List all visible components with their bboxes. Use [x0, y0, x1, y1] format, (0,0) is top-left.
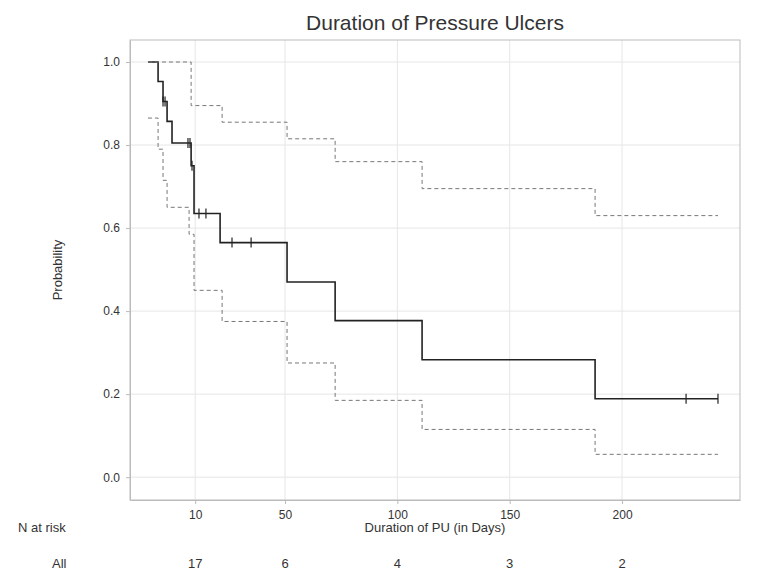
risk-table-group: All: [52, 556, 67, 571]
censor-mark: [205, 209, 206, 219]
y-grid-line: [130, 62, 740, 63]
plot-frame: [130, 40, 740, 500]
x-axis-line: [131, 500, 741, 501]
risk-table-title: N at risk: [18, 520, 66, 535]
x-grid-line: [195, 40, 196, 500]
x-tick-mark: [285, 500, 286, 504]
censor-mark: [164, 96, 165, 106]
y-grid-line: [130, 394, 740, 395]
censor-mark: [189, 138, 190, 148]
survival-line: [148, 62, 718, 399]
x-axis-title: Duration of PU (in Days): [365, 520, 506, 535]
plot-background: [130, 40, 740, 500]
censor-mark: [162, 96, 163, 106]
y-tick: 0.4: [103, 304, 130, 318]
y-tick-mark: [126, 145, 130, 146]
censor-mark: [187, 138, 188, 148]
censor-mark: [191, 161, 192, 171]
y-tick-mark: [126, 477, 130, 478]
x-axis: 10 50 100 150 200: [131, 500, 741, 522]
x-tick-mark: [397, 500, 398, 504]
x-tick-mark: [510, 500, 511, 504]
y-grid-line: [130, 477, 740, 478]
y-tick: 0.6: [103, 221, 130, 235]
y-tick: 0.2: [103, 387, 130, 401]
censor-mark: [231, 238, 232, 248]
risk-table: N at risk All 17 6 4 3 2: [18, 520, 626, 571]
censor-mark: [198, 209, 199, 219]
confidence-line: [148, 118, 718, 454]
y-grid-line: [130, 228, 740, 229]
risk-count: 3: [506, 556, 513, 571]
x-grid-line: [397, 40, 398, 500]
y-tick: 0.0: [103, 471, 130, 485]
plot-area: [148, 62, 718, 454]
chart-title: Duration of Pressure Ulcers: [306, 11, 564, 34]
y-tick-label: 1.0: [103, 55, 120, 69]
x-tick: 150: [500, 500, 520, 522]
y-grid-line: [130, 145, 740, 146]
x-tick: 100: [388, 500, 408, 522]
risk-count: 2: [618, 556, 625, 571]
x-grid-line: [509, 40, 510, 500]
chart: 10 50 100 150 200 0.0 0.2 0.4 0.6 0.8 1.0 Duration …: [0, 0, 759, 586]
censor-mark: [717, 394, 718, 404]
x-grid-line: [622, 40, 623, 500]
risk-count: 4: [394, 556, 401, 571]
y-tick-label: 0.6: [103, 221, 120, 235]
y-axis-title: Probability: [50, 239, 65, 300]
x-tick: 10: [189, 500, 203, 522]
y-tick-mark: [126, 394, 130, 395]
censor-mark: [251, 238, 252, 248]
confidence-line: [148, 62, 718, 216]
x-tick: 50: [279, 500, 293, 522]
risk-count: 6: [281, 556, 288, 571]
y-tick-label: 0.8: [103, 138, 120, 152]
x-tick-label: 200: [613, 508, 633, 522]
y-tick-mark: [126, 228, 130, 229]
x-tick-mark: [622, 500, 623, 504]
y-tick-label: 0.2: [103, 387, 120, 401]
y-grid-line: [130, 311, 740, 312]
y-tick: 1.0: [103, 55, 130, 69]
x-tick-label: 50: [279, 508, 293, 522]
x-tick-label: 10: [189, 508, 203, 522]
risk-count: 17: [188, 556, 202, 571]
y-tick-label: 0.0: [103, 471, 120, 485]
y-axis-line: [130, 41, 131, 501]
y-axis: 0.0 0.2 0.4 0.6 0.8 1.0: [103, 41, 130, 501]
x-tick-mark: [195, 500, 196, 504]
grid: [130, 40, 740, 500]
x-tick: 200: [613, 500, 633, 522]
y-tick: 0.8: [103, 138, 130, 152]
x-grid-line: [285, 40, 286, 500]
y-tick-mark: [126, 311, 130, 312]
censor-mark: [685, 394, 686, 404]
y-tick-label: 0.4: [103, 304, 120, 318]
y-tick-mark: [126, 62, 130, 63]
